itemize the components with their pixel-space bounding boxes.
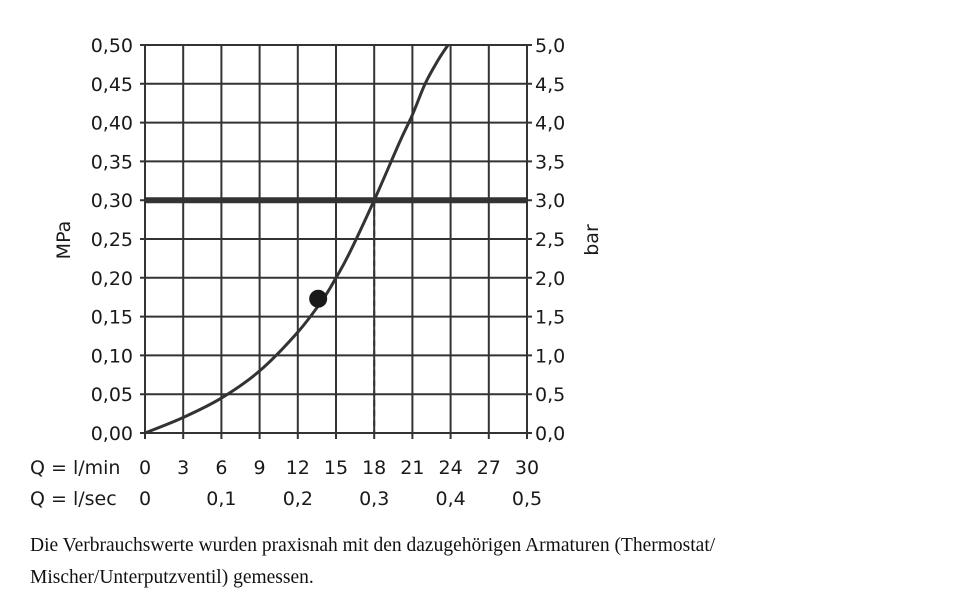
y-right-tick-label: 2,5 bbox=[535, 229, 565, 251]
y-left-tick-label: 0,45 bbox=[91, 74, 133, 96]
x-row-label-lsec: Q = l/sec bbox=[30, 488, 117, 510]
x-lsec-tick-label: 0,5 bbox=[512, 488, 542, 510]
y-left-tick-label: 0,35 bbox=[91, 151, 133, 173]
y-right-tick-label: 0,0 bbox=[535, 423, 565, 445]
x-lmin-tick-label: 15 bbox=[324, 457, 348, 479]
y-right-tick-label: 4,0 bbox=[535, 113, 565, 135]
y-right-tick-label: 3,5 bbox=[535, 151, 565, 173]
chart-grid bbox=[140, 44, 532, 439]
x-lsec-tick-label: 0 bbox=[139, 488, 151, 510]
y-left-tick-label: 0,15 bbox=[91, 307, 133, 329]
y-left-tick-label: 0,30 bbox=[91, 190, 133, 212]
x-lmin-tick-label: 30 bbox=[515, 457, 539, 479]
y-left-tick-label: 0,00 bbox=[91, 423, 133, 445]
y-left-tick-label: 0,40 bbox=[91, 113, 133, 135]
x-row-label-lmin: Q = l/min bbox=[30, 457, 120, 479]
caption-line-1: Die Verbrauchswerte wurden praxisnah mit… bbox=[30, 535, 716, 556]
y-right-tick-label: 4,5 bbox=[535, 74, 565, 96]
x-lmin-tick-label: 27 bbox=[477, 457, 501, 479]
y-left-tick-label: 0,05 bbox=[91, 384, 133, 406]
x-lsec-tick-label: 0,3 bbox=[359, 488, 389, 510]
x-lmin-tick-label: 12 bbox=[286, 457, 310, 479]
y-right-tick-label: 2,0 bbox=[535, 268, 565, 290]
x-lsec-tick-label: 0,1 bbox=[206, 488, 236, 510]
x-lmin-tick-label: 18 bbox=[362, 457, 386, 479]
x-lmin-tick-label: 0 bbox=[139, 457, 151, 479]
y-right-tick-label: 0,5 bbox=[535, 384, 565, 406]
x-lmin-tick-label: 6 bbox=[215, 457, 227, 479]
y-right-tick-label: 3,0 bbox=[535, 190, 565, 212]
x-lsec-tick-label: 0,2 bbox=[283, 488, 313, 510]
x-lmin-tick-label: 24 bbox=[439, 457, 463, 479]
y-left-tick-label: 0,50 bbox=[91, 35, 133, 57]
series-curve-group bbox=[144, 44, 450, 435]
y-axis-left-title: MPa bbox=[53, 221, 75, 260]
y-right-tick-label: 5,0 bbox=[535, 35, 565, 57]
caption-line-2: Mischer/Unterputzventil) gemessen. bbox=[30, 567, 314, 588]
x-lmin-tick-label: 3 bbox=[177, 457, 189, 479]
x-lmin-tick-label: 21 bbox=[400, 457, 424, 479]
x-lmin-tick-label: 9 bbox=[254, 457, 266, 479]
y-axis-left-labels: 0,00 0,05 0,10 0,15 0,20 0,25 0,30 0,35 0,40 0,45… bbox=[91, 35, 133, 445]
y-left-tick-label: 0,25 bbox=[91, 229, 133, 251]
caption: Die Verbrauchswerte wurden praxisnah mit… bbox=[30, 530, 910, 594]
y-axis-right-labels: 0,0 0,5 1,0 1,5 2,0 2,5 3,0 3,5 4,0 4,5 5,0 bbox=[535, 35, 565, 445]
reference-line-group bbox=[145, 197, 527, 433]
y-right-tick-label: 1,0 bbox=[535, 345, 565, 367]
y-left-tick-label: 0,10 bbox=[91, 345, 133, 367]
y-right-tick-label: 1,5 bbox=[535, 307, 565, 329]
y-left-tick-label: 0,20 bbox=[91, 268, 133, 290]
series-line bbox=[144, 44, 450, 435]
series-marker bbox=[309, 289, 328, 308]
x-axis-labels: Q = l/min Q = l/sec 0 3 6 9 12 15 18 21 24 27 30 0 0,1… bbox=[30, 457, 542, 510]
pressure-flow-chart: 0,000,050,100,150,200,250,300,350,400,45… bbox=[30, 35, 603, 510]
x-lsec-tick-label: 0,4 bbox=[435, 488, 465, 510]
y-axis-right-title: bar bbox=[581, 224, 603, 256]
